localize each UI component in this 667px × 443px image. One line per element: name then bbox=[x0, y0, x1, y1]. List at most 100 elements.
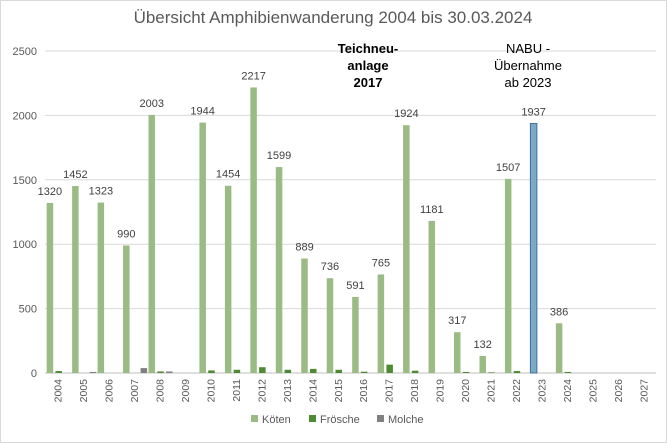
x-tick-label: 2010 bbox=[205, 379, 217, 403]
data-label: 2003 bbox=[140, 98, 164, 110]
x-tick-label: 2012 bbox=[256, 379, 268, 403]
bar-köten-2022 bbox=[504, 178, 512, 373]
x-tick-label: 2011 bbox=[231, 379, 243, 402]
x-axis-ticks: 2004 2005 2006 2007 2008 2009 2010 2011 2012 2013… bbox=[53, 379, 651, 403]
data-label: 1507 bbox=[496, 162, 520, 174]
data-label: 736 bbox=[321, 261, 339, 273]
bar-köten-2010 bbox=[199, 122, 206, 374]
bar-molche-2008 bbox=[166, 371, 173, 373]
annotation-line: ab 2023 bbox=[505, 75, 552, 90]
bar-köten-2013 bbox=[275, 167, 283, 373]
x-tick-label: 2007 bbox=[129, 379, 141, 403]
x-tick-label: 2022 bbox=[511, 379, 523, 403]
x-tick-label: 2009 bbox=[180, 379, 192, 403]
annotation-line: Teichneu- bbox=[338, 41, 398, 56]
bars bbox=[46, 87, 572, 374]
x-tick-label: 2016 bbox=[358, 379, 370, 403]
data-label: 1452 bbox=[63, 169, 87, 181]
bar-köten-2020 bbox=[454, 332, 461, 373]
chart-title: Übersicht Amphibienwanderung 2004 bis 30… bbox=[134, 8, 533, 27]
legend-label: Köten bbox=[262, 414, 291, 426]
bar-frösche-2010 bbox=[208, 370, 215, 373]
bar-frösche-2014 bbox=[310, 368, 317, 373]
bar-frösche-2011 bbox=[233, 369, 241, 373]
bar-köten-2016 bbox=[352, 296, 359, 373]
data-label: 889 bbox=[295, 241, 313, 253]
bar-köten-2014 bbox=[301, 258, 308, 373]
bar-köten-2004 bbox=[46, 202, 54, 373]
x-tick-label: 2008 bbox=[155, 379, 167, 403]
annotation-line: NABU - bbox=[506, 41, 550, 56]
bar-köten-2012 bbox=[250, 87, 257, 373]
data-label: 1323 bbox=[89, 186, 113, 198]
bar-köten-2018 bbox=[403, 125, 410, 373]
bar-frösche-2021 bbox=[488, 372, 495, 373]
x-tick-label: 2026 bbox=[613, 379, 625, 403]
data-label: 1320 bbox=[38, 186, 62, 198]
x-tick-label: 2027 bbox=[638, 379, 650, 403]
bar-köten-2006 bbox=[97, 202, 105, 373]
bar-köten-2024 bbox=[555, 323, 563, 373]
x-tick-label: 2005 bbox=[78, 379, 90, 403]
bar-frösche-2008 bbox=[157, 371, 164, 373]
x-tick-label: 2004 bbox=[53, 379, 65, 403]
data-label: 2217 bbox=[241, 70, 265, 82]
data-label: 990 bbox=[117, 228, 135, 240]
bar-frösche-2016 bbox=[360, 371, 368, 373]
data-label: 386 bbox=[550, 306, 568, 318]
data-label: 1454 bbox=[216, 169, 240, 181]
x-tick-label: 2018 bbox=[409, 379, 421, 403]
y-tick-label: 0 bbox=[31, 368, 37, 380]
annotation-line: 2017 bbox=[354, 75, 383, 90]
x-tick-label: 2006 bbox=[104, 379, 116, 403]
y-tick-label: 500 bbox=[19, 304, 37, 316]
x-tick-label: 2020 bbox=[460, 379, 472, 403]
gridlines bbox=[45, 50, 656, 374]
legend-swatch-köten bbox=[251, 415, 258, 422]
bar-molche-2007 bbox=[140, 368, 148, 373]
x-tick-label: 2017 bbox=[384, 379, 396, 403]
data-label: 591 bbox=[346, 280, 364, 292]
bar-frösche-2004 bbox=[55, 371, 62, 373]
data-label: 1181 bbox=[420, 204, 444, 216]
legend-swatch-molche bbox=[377, 415, 384, 422]
x-tick-label: 2024 bbox=[562, 379, 574, 403]
legend-label: Molche bbox=[388, 414, 423, 426]
data-label: 132 bbox=[474, 339, 492, 351]
annotations: Teichneu-anlage 2017 NABU - Übernahme ab 202… bbox=[338, 41, 562, 90]
annotation-line: anlage bbox=[347, 58, 388, 73]
y-tick-label: 1500 bbox=[13, 175, 37, 187]
bar-frösche-2020 bbox=[462, 371, 470, 373]
bar-frösche-2013 bbox=[284, 369, 292, 373]
data-label: 1937 bbox=[521, 107, 545, 119]
x-tick-label: 2013 bbox=[282, 379, 294, 403]
bar-köten-2017 bbox=[377, 274, 385, 373]
legend-swatch-frösche bbox=[309, 415, 316, 422]
bar-frösche-2022 bbox=[513, 371, 521, 373]
annotation-line: Übernahme bbox=[494, 58, 562, 73]
y-tick-label: 2000 bbox=[13, 110, 37, 122]
bar-frösche-2017 bbox=[386, 364, 393, 373]
bar-köten-2021 bbox=[479, 355, 486, 373]
bar-köten-2008 bbox=[148, 115, 156, 373]
bar-frösche-2018 bbox=[411, 370, 419, 373]
x-tick-label: 2023 bbox=[536, 379, 548, 403]
bar-köten-2019 bbox=[428, 220, 436, 373]
bar-köten-2011 bbox=[224, 185, 232, 373]
bar-köten-2023 bbox=[529, 123, 538, 374]
x-tick-label: 2014 bbox=[307, 379, 319, 403]
x-tick-label: 2021 bbox=[486, 379, 498, 403]
data-label: 317 bbox=[448, 315, 466, 327]
data-label: 1599 bbox=[267, 150, 291, 162]
x-tick-label: 2019 bbox=[435, 379, 447, 403]
bar-köten-2005 bbox=[72, 185, 79, 373]
x-tick-label: 2015 bbox=[333, 379, 345, 403]
x-tick-label: 2025 bbox=[587, 379, 599, 403]
data-label: 1924 bbox=[394, 108, 418, 120]
data-label: 1944 bbox=[190, 106, 214, 118]
y-tick-label: 2500 bbox=[13, 46, 37, 58]
legend-label: Frösche bbox=[320, 414, 360, 426]
legend: Köten Frösche Molche bbox=[251, 414, 423, 426]
bar-köten-2007 bbox=[123, 245, 130, 373]
